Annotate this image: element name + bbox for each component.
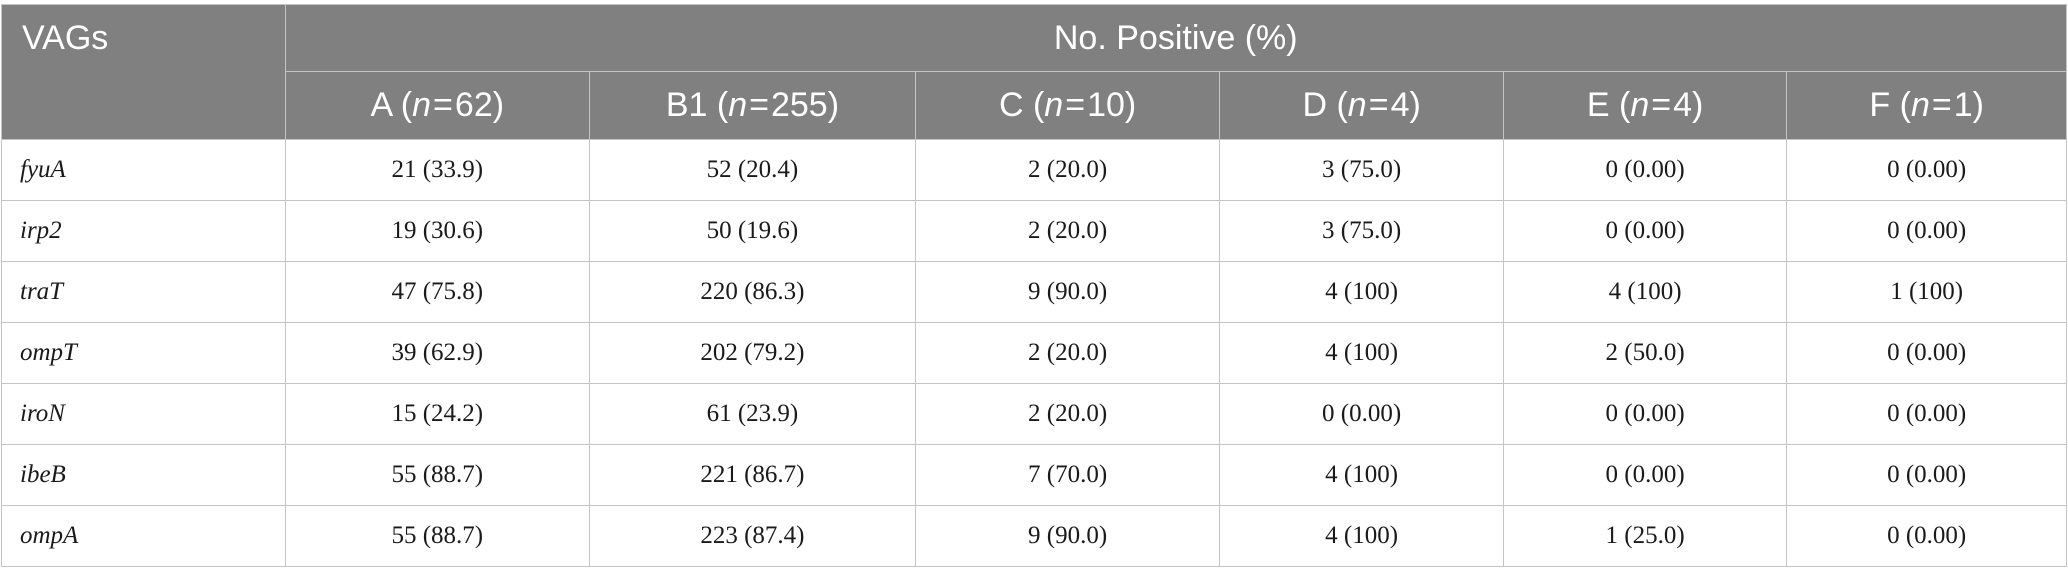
table-cell: 0 (0.00) xyxy=(1502,139,1788,201)
table-cell: 55 (88.7) xyxy=(284,444,591,506)
table-cell: 202 (79.2) xyxy=(589,322,916,384)
table-cell: 0 (0.00) xyxy=(1502,383,1788,445)
table-cell: 47 (75.8) xyxy=(284,261,591,323)
column-header: F (n=1) xyxy=(1786,71,2067,140)
table-cell: 2 (20.0) xyxy=(914,383,1221,445)
table-cell: 220 (86.3) xyxy=(589,261,916,323)
table-cell: 2 (20.0) xyxy=(914,200,1221,262)
gene-name: ompT xyxy=(1,322,286,384)
table-cell: 1 (100) xyxy=(1786,261,2067,323)
table-cell: 1 (25.0) xyxy=(1502,505,1788,567)
column-header: A (n=62) xyxy=(284,71,591,140)
table-cell: 55 (88.7) xyxy=(284,505,591,567)
gene-name: iroN xyxy=(1,383,286,445)
column-header: E (n=4) xyxy=(1502,71,1788,140)
column-header: C (n=10) xyxy=(914,71,1221,140)
gene-name: ompA xyxy=(1,505,286,567)
table-cell: 52 (20.4) xyxy=(589,139,916,201)
table-row: ompA 55 (88.7) 223 (87.4) 9 (90.0) 4 (10… xyxy=(1,505,2067,567)
group-header: No. Positive (%) xyxy=(284,4,2067,72)
table-cell: 0 (0.00) xyxy=(1786,505,2067,567)
table-cell: 221 (86.7) xyxy=(589,444,916,506)
table-row: irp2 19 (30.6) 50 (19.6) 2 (20.0) 3 (75.… xyxy=(1,200,2067,262)
table-row: ibeB 55 (88.7) 221 (86.7) 7 (70.0) 4 (10… xyxy=(1,444,2067,506)
table-cell: 4 (100) xyxy=(1219,322,1504,384)
table-cell: 50 (19.6) xyxy=(589,200,916,262)
table-cell: 9 (90.0) xyxy=(914,505,1221,567)
gene-name: irp2 xyxy=(1,200,286,262)
table-cell: 9 (90.0) xyxy=(914,261,1221,323)
table-cell: 4 (100) xyxy=(1219,505,1504,567)
table-cell: 223 (87.4) xyxy=(589,505,916,567)
column-header: D (n=4) xyxy=(1219,71,1504,140)
table-cell: 0 (0.00) xyxy=(1219,383,1504,445)
vags-header: VAGs xyxy=(1,4,286,140)
table-cell: 7 (70.0) xyxy=(914,444,1221,506)
table-cell: 2 (50.0) xyxy=(1502,322,1788,384)
table-cell: 4 (100) xyxy=(1219,444,1504,506)
table-cell: 0 (0.00) xyxy=(1786,200,2067,262)
table-cell: 0 (0.00) xyxy=(1786,444,2067,506)
table-cell: 3 (75.0) xyxy=(1219,200,1504,262)
table-cell: 0 (0.00) xyxy=(1786,383,2067,445)
table-cell: 3 (75.0) xyxy=(1219,139,1504,201)
table-cell: 0 (0.00) xyxy=(1786,139,2067,201)
table-cell: 21 (33.9) xyxy=(284,139,591,201)
table-cell: 4 (100) xyxy=(1502,261,1788,323)
gene-name: fyuA xyxy=(1,139,286,201)
table-cell: 0 (0.00) xyxy=(1786,322,2067,384)
column-header: B1 (n=255) xyxy=(589,71,916,140)
table-row: traT 47 (75.8) 220 (86.3) 9 (90.0) 4 (10… xyxy=(1,261,2067,323)
table-cell: 15 (24.2) xyxy=(284,383,591,445)
gene-name: traT xyxy=(1,261,286,323)
table-cell: 2 (20.0) xyxy=(914,322,1221,384)
table-body: fyuA 21 (33.9) 52 (20.4) 2 (20.0) 3 (75.… xyxy=(1,139,2067,567)
table-cell: 19 (30.6) xyxy=(284,200,591,262)
table-cell: 39 (62.9) xyxy=(284,322,591,384)
table-row: iroN 15 (24.2) 61 (23.9) 2 (20.0) 0 (0.0… xyxy=(1,383,2067,445)
table-cell: 4 (100) xyxy=(1219,261,1504,323)
table-header: VAGs No. Positive (%) A (n=62) B1 (n=255… xyxy=(1,4,2067,140)
table-cell: 61 (23.9) xyxy=(589,383,916,445)
gene-name: ibeB xyxy=(1,444,286,506)
table-cell: 2 (20.0) xyxy=(914,139,1221,201)
table-row: fyuA 21 (33.9) 52 (20.4) 2 (20.0) 3 (75.… xyxy=(1,139,2067,201)
table-row: ompT 39 (62.9) 202 (79.2) 2 (20.0) 4 (10… xyxy=(1,322,2067,384)
table-cell: 0 (0.00) xyxy=(1502,444,1788,506)
vags-table: VAGs No. Positive (%) A (n=62) B1 (n=255… xyxy=(1,4,2067,567)
table-cell: 0 (0.00) xyxy=(1502,200,1788,262)
